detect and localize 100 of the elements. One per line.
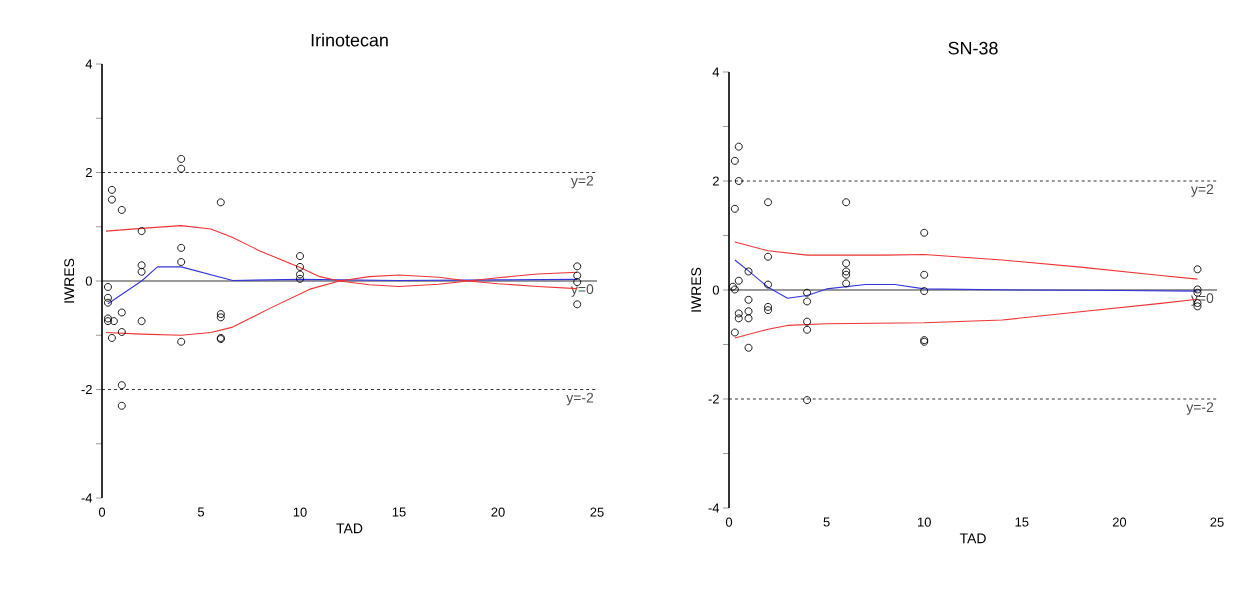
point xyxy=(117,308,126,317)
chart-title: SN-38 xyxy=(948,41,998,55)
point xyxy=(103,293,112,302)
x-tick-label: 15 xyxy=(1015,517,1029,527)
point xyxy=(734,314,743,323)
point xyxy=(573,271,582,280)
point xyxy=(744,343,753,352)
point xyxy=(177,164,186,173)
x-tick-label: 10 xyxy=(293,507,307,517)
x-axis-title: TAD xyxy=(336,523,363,534)
point xyxy=(573,300,582,309)
x-tick-label: 20 xyxy=(1112,517,1127,527)
point xyxy=(107,185,116,194)
point xyxy=(734,309,743,318)
point xyxy=(1193,265,1202,274)
point xyxy=(744,314,753,323)
point xyxy=(730,285,739,294)
point xyxy=(117,381,126,390)
ref-line-label: y=0 xyxy=(570,284,594,297)
y-tick-label: 0 xyxy=(712,285,719,295)
x-tick-label: 25 xyxy=(1210,517,1224,527)
point xyxy=(296,274,304,283)
point xyxy=(103,317,112,326)
x-tick-label: 0 xyxy=(98,507,106,517)
point xyxy=(296,270,304,279)
point xyxy=(107,195,116,204)
y-tick-label: -4 xyxy=(81,493,93,503)
point xyxy=(803,297,812,306)
point xyxy=(573,262,582,271)
point xyxy=(117,328,126,336)
point xyxy=(803,317,812,326)
point xyxy=(842,270,851,279)
point xyxy=(296,262,304,271)
x-axis-title: TAD xyxy=(959,533,986,544)
point xyxy=(728,282,737,291)
ref-line-label: y=2 xyxy=(570,175,594,189)
point xyxy=(109,317,118,326)
point xyxy=(177,258,186,266)
x-tick-label: 0 xyxy=(725,517,733,527)
point xyxy=(920,270,929,279)
point xyxy=(107,334,116,342)
point xyxy=(103,314,112,323)
point xyxy=(734,142,743,151)
point xyxy=(137,317,146,326)
point xyxy=(734,177,743,185)
x-tick-label: 5 xyxy=(823,517,830,527)
point xyxy=(137,227,146,236)
point xyxy=(730,204,739,213)
ref-line-label: y=-2 xyxy=(566,392,594,406)
y-axis-title: IWRES xyxy=(64,258,75,303)
point xyxy=(216,198,225,207)
point xyxy=(744,307,753,316)
point xyxy=(177,154,186,163)
point xyxy=(177,243,186,252)
point xyxy=(842,267,851,276)
point xyxy=(137,261,146,270)
x-tick-label: 10 xyxy=(917,517,931,527)
point xyxy=(730,328,739,337)
y-tick-label: 2 xyxy=(85,167,92,178)
point xyxy=(920,228,929,237)
point xyxy=(296,252,304,260)
x-tick-label: 25 xyxy=(590,507,604,517)
point xyxy=(764,302,772,311)
point xyxy=(103,298,112,307)
point xyxy=(177,337,186,346)
point xyxy=(764,252,772,261)
point xyxy=(216,313,225,322)
point xyxy=(803,325,812,334)
y-tick-label: 0 xyxy=(85,276,92,286)
point xyxy=(730,156,739,165)
point xyxy=(216,310,225,319)
point xyxy=(764,198,772,207)
point xyxy=(842,198,851,207)
ref-line-label: y=2 xyxy=(1190,184,1214,197)
point xyxy=(842,279,851,288)
y-tick-label: -4 xyxy=(708,503,720,513)
line-series xyxy=(734,241,1199,280)
y-tick-label: 2 xyxy=(712,176,719,186)
y-tick-label: 4 xyxy=(85,59,93,69)
y-tick-label: -2 xyxy=(708,394,719,404)
point xyxy=(842,259,851,268)
chart-title: Irinotecan xyxy=(311,33,388,47)
point xyxy=(137,267,146,276)
y-axis-title: IWRES xyxy=(691,267,702,312)
point xyxy=(744,295,753,304)
point xyxy=(103,283,112,291)
ref-line-label: y=0 xyxy=(1190,293,1214,306)
point xyxy=(920,287,929,296)
point xyxy=(803,288,812,297)
point xyxy=(803,396,812,405)
point xyxy=(117,205,126,214)
point xyxy=(764,280,772,289)
y-tick-label: 4 xyxy=(712,67,720,77)
point xyxy=(117,401,126,410)
point xyxy=(734,276,743,285)
ref-line-label: y=-2 xyxy=(1186,402,1214,415)
x-tick-label: 15 xyxy=(392,507,406,517)
point xyxy=(744,267,753,276)
x-tick-label: 5 xyxy=(197,507,205,517)
x-tick-label: 20 xyxy=(491,507,505,517)
